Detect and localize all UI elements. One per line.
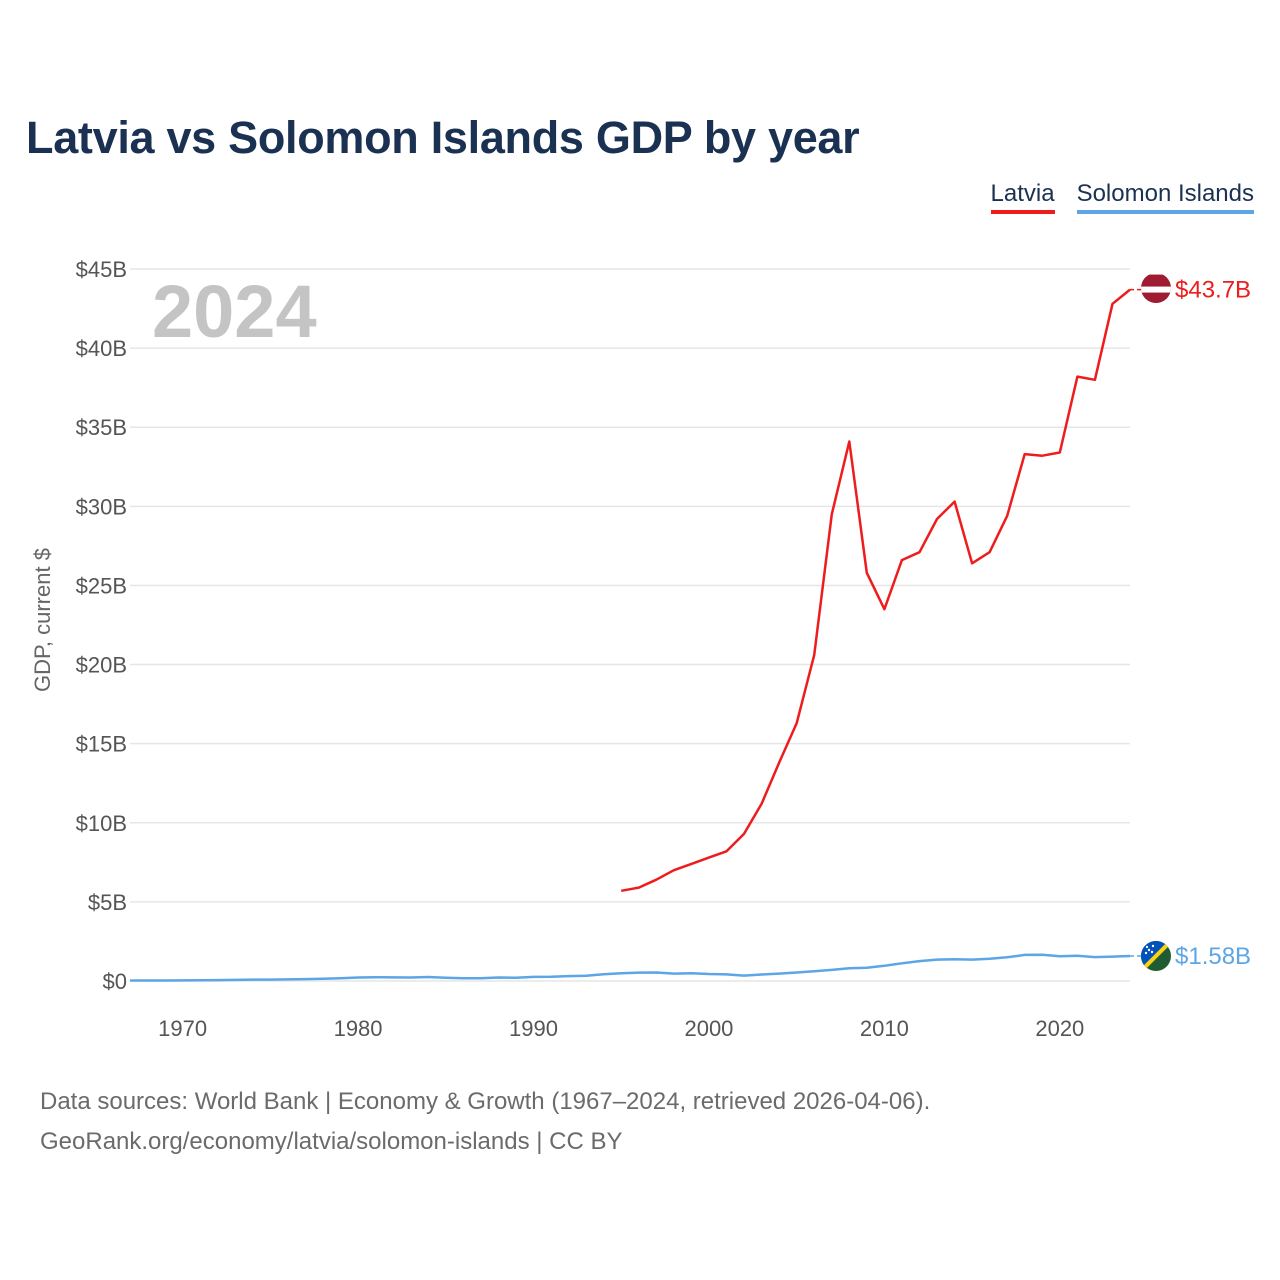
y-tick-label: $10B xyxy=(76,811,127,836)
y-tick-label: $45B xyxy=(76,257,127,282)
flags xyxy=(1141,274,1171,971)
latvia-flag-icon xyxy=(1141,274,1171,303)
y-tick-label: $25B xyxy=(76,573,127,598)
chart-title: Latvia vs Solomon Islands GDP by year xyxy=(26,112,860,163)
x-tick-label: 1970 xyxy=(158,1016,207,1041)
end-value-label: $43.7B xyxy=(1175,277,1251,304)
x-tick-label: 1990 xyxy=(509,1016,558,1041)
legend-item-solomon-islands[interactable]: Solomon Islands xyxy=(1076,180,1254,214)
series-line-latvia xyxy=(620,288,1131,893)
y-tick-label: $15B xyxy=(76,732,127,757)
x-tick-label: 2010 xyxy=(860,1016,909,1041)
y-axis: $0 $5B $10B $15B $20B $25B $30B $35B $40B $45B xyxy=(76,257,127,994)
footer-sources: Data sources: World Bank | Economy & Gro… xyxy=(40,1088,931,1115)
x-tick-label: 1980 xyxy=(334,1016,383,1041)
footer: Data sources: World Bank | Economy & Gro… xyxy=(40,1082,930,1162)
solomon-islands-flag-icon xyxy=(1141,941,1171,971)
year-overlay: 2024 xyxy=(152,270,317,353)
y-tick-label: $0 xyxy=(103,969,127,994)
x-axis: 1970 1980 1990 2000 2010 2020 xyxy=(158,1016,1084,1041)
x-tick-label: 2020 xyxy=(1035,1016,1084,1041)
y-tick-label: $20B xyxy=(76,653,127,678)
x-tick-label: 2000 xyxy=(684,1016,733,1041)
y-tick-label: $35B xyxy=(76,415,127,440)
footer-credit[interactable]: GeoRank.org/economy/latvia/solomon-islan… xyxy=(40,1128,623,1155)
y-tick-label: $5B xyxy=(88,890,127,915)
y-tick-label: $40B xyxy=(76,336,127,361)
grid-lines xyxy=(130,268,1130,982)
end-value-label: $1.58B xyxy=(1175,943,1251,970)
y-tick-label: $30B xyxy=(76,494,127,519)
legend-item-latvia[interactable]: Latvia xyxy=(990,180,1055,214)
series-line-solomon-islands xyxy=(130,953,1131,982)
legend: Latvia Solomon Islands xyxy=(990,180,1254,214)
series-lines: $43.7B $1.58B xyxy=(130,277,1251,982)
line-chart: 2024 $0$5B$10B$15B$20B$25B$30B$35B$40B$4… xyxy=(76,257,1251,1041)
